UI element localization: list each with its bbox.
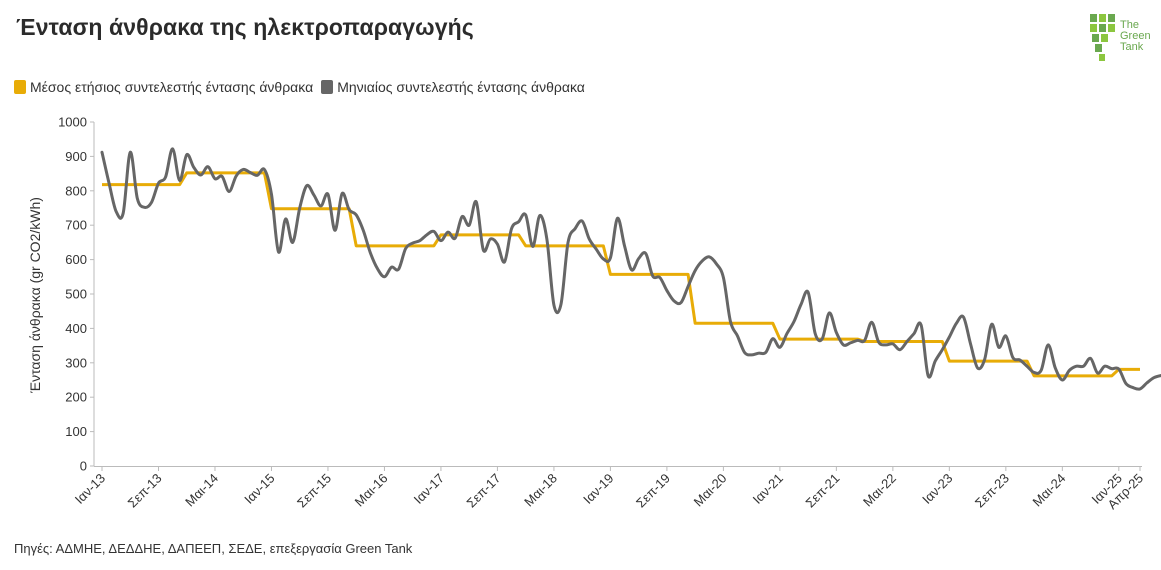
green-tank-logo-icon xyxy=(1090,14,1115,61)
y-tick-label: 100 xyxy=(65,424,87,439)
y-tick-label: 800 xyxy=(65,183,87,198)
x-tick-label: Μαι-16 xyxy=(352,471,391,510)
source-note: Πηγές: ΑΔΜΗΕ, ΔΕΔΔΗΕ, ΔΑΠΕΕΠ, ΣΕΔΕ, επεξ… xyxy=(14,541,413,556)
y-tick-label: 500 xyxy=(65,287,87,302)
logo-text-line1: The xyxy=(1120,19,1139,31)
x-tick-label: Μαι-14 xyxy=(182,471,221,510)
x-tick-label: Ιαν-21 xyxy=(750,471,786,507)
x-tick-label: Μαι-24 xyxy=(1030,471,1069,510)
legend-item-annual[interactable]: Μέσος ετήσιος συντελεστής έντασης άνθρακ… xyxy=(14,79,313,95)
x-tick-label: Σεπ-19 xyxy=(633,471,673,511)
annual-average-line xyxy=(102,171,1140,378)
y-tick-label: 700 xyxy=(65,218,87,233)
legend-swatch-monthly xyxy=(321,80,334,94)
x-tick-label: Μαι-18 xyxy=(521,471,560,510)
x-tick-label: Ιαν-19 xyxy=(580,471,616,507)
y-tick-label: 1000 xyxy=(58,115,87,130)
x-tick-label: Σεπ-13 xyxy=(125,471,165,511)
x-tick-label: Σεπ-23 xyxy=(972,471,1012,511)
x-tick-label: Σεπ-15 xyxy=(294,471,334,511)
y-tick-label: 300 xyxy=(65,355,87,370)
x-tick-label: Ιαν-15 xyxy=(241,471,277,507)
x-tick-label: Μαι-20 xyxy=(691,471,730,510)
y-axis-tick-labels: 0 100 200 300 400 500 600 700 800 900 1000 xyxy=(58,115,87,474)
legend-label-monthly: Μηνιαίος συντελεστής έντασης άνθρακα xyxy=(337,79,585,95)
y-tick-label: 600 xyxy=(65,252,87,267)
y-tick-label: 0 xyxy=(80,459,87,474)
y-axis-title: Ένταση άνθρακα (gr CO2/kWh) xyxy=(27,197,43,394)
x-tick-label: Μαι-22 xyxy=(860,471,899,510)
x-tick-label: Σεπ-21 xyxy=(802,471,842,511)
legend-item-monthly[interactable]: Μηνιαίος συντελεστής έντασης άνθρακα xyxy=(321,79,585,95)
legend: Μέσος ετήσιος συντελεστής έντασης άνθρακ… xyxy=(14,79,593,95)
chart-series xyxy=(100,147,1161,391)
x-tick-label: Ιαν-23 xyxy=(919,471,955,507)
legend-label-annual: Μέσος ετήσιος συντελεστής έντασης άνθρακ… xyxy=(30,79,314,95)
x-tick-label: Σεπ-17 xyxy=(464,471,504,511)
x-tick-label: Ιαν-17 xyxy=(411,471,447,507)
legend-swatch-annual xyxy=(14,80,26,94)
logo-text-line3: Tank xyxy=(1120,41,1144,53)
x-axis-tick-labels: Ιαν-13 Σεπ-13 Μαι-14 Ιαν-15 Σεπ-15 Μαι-16 Ιαν-… xyxy=(72,471,1146,513)
chart-title: Ένταση άνθρακα της ηλεκτροπαραγωγής xyxy=(16,14,474,40)
y-tick-label: 900 xyxy=(65,149,87,164)
chart-axes xyxy=(90,121,1142,471)
y-tick-label: 400 xyxy=(65,321,87,336)
monthly-intensity-line xyxy=(100,147,1161,391)
logo-text-line2: Green xyxy=(1120,30,1151,42)
x-tick-label: Ιαν-13 xyxy=(72,471,108,507)
y-tick-label: 200 xyxy=(65,390,87,405)
